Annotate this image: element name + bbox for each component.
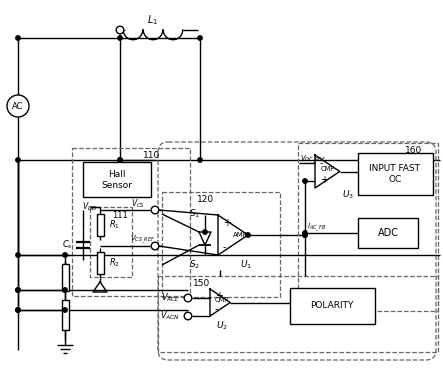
Text: ADC: ADC: [377, 228, 399, 238]
Text: $I_{AC\_FB}$: $I_{AC\_FB}$: [307, 222, 326, 234]
Text: $U_3$: $U_3$: [342, 189, 354, 201]
Text: AMP: AMP: [233, 232, 248, 238]
Text: $C_s$: $C_s$: [62, 239, 73, 251]
Text: $U_2$: $U_2$: [216, 320, 228, 332]
Text: $V_{ACL}$: $V_{ACL}$: [161, 292, 180, 304]
Circle shape: [303, 233, 307, 237]
Text: Hall
Sensor: Hall Sensor: [101, 170, 132, 190]
Text: CMP: CMP: [215, 297, 229, 303]
Text: $V_{DD}$: $V_{DD}$: [82, 201, 97, 213]
Circle shape: [303, 179, 307, 183]
Circle shape: [118, 36, 122, 40]
Circle shape: [118, 158, 122, 162]
Text: -: -: [215, 304, 218, 314]
Text: CMP: CMP: [321, 166, 335, 172]
FancyBboxPatch shape: [358, 153, 433, 195]
Circle shape: [151, 206, 159, 214]
Circle shape: [16, 308, 20, 312]
Circle shape: [184, 294, 192, 302]
FancyBboxPatch shape: [83, 162, 151, 197]
Circle shape: [63, 288, 67, 292]
Text: -: -: [320, 158, 323, 168]
FancyBboxPatch shape: [62, 264, 69, 291]
FancyBboxPatch shape: [62, 300, 69, 330]
FancyBboxPatch shape: [290, 288, 375, 324]
Text: POLARITY: POLARITY: [310, 301, 354, 310]
Text: 150: 150: [193, 279, 210, 287]
Text: $V_{ACN}$: $V_{ACN}$: [160, 310, 180, 322]
Circle shape: [198, 158, 202, 162]
Text: 160: 160: [405, 145, 422, 155]
Circle shape: [7, 95, 29, 117]
Text: $S_1$: $S_1$: [190, 208, 201, 220]
Text: $S_2$: $S_2$: [190, 259, 201, 271]
Text: 120: 120: [197, 194, 214, 203]
Text: $U_1$: $U_1$: [240, 259, 252, 271]
Text: +: +: [320, 175, 328, 185]
Circle shape: [16, 253, 20, 257]
Circle shape: [63, 253, 67, 257]
Text: $V_{CS\_REF}$: $V_{CS\_REF}$: [130, 234, 155, 246]
Text: $R_2$: $R_2$: [109, 257, 120, 269]
Circle shape: [151, 242, 159, 250]
FancyBboxPatch shape: [358, 218, 418, 248]
Circle shape: [303, 233, 307, 237]
Circle shape: [16, 36, 20, 40]
Text: $L_1$: $L_1$: [148, 13, 159, 27]
Circle shape: [16, 288, 20, 292]
Text: +: +: [215, 291, 223, 301]
FancyBboxPatch shape: [97, 252, 104, 275]
Text: $V_{OC\_REF}$: $V_{OC\_REF}$: [300, 154, 326, 166]
FancyBboxPatch shape: [97, 214, 104, 237]
Circle shape: [303, 231, 307, 235]
Circle shape: [116, 26, 124, 34]
Text: $R_1$: $R_1$: [109, 219, 120, 231]
Circle shape: [203, 230, 207, 234]
Text: INPUT FAST
OC: INPUT FAST OC: [369, 164, 420, 184]
Text: $V_{CS}$: $V_{CS}$: [131, 198, 145, 210]
Circle shape: [16, 158, 20, 162]
Circle shape: [184, 312, 192, 320]
Circle shape: [246, 233, 250, 237]
Text: 111: 111: [112, 210, 128, 220]
Circle shape: [198, 36, 202, 40]
Text: 110: 110: [143, 151, 160, 159]
Circle shape: [63, 308, 67, 312]
Text: AC: AC: [12, 101, 24, 110]
Text: +: +: [223, 218, 231, 228]
Text: -: -: [223, 242, 226, 252]
Circle shape: [16, 308, 20, 312]
Circle shape: [118, 158, 122, 162]
Circle shape: [16, 288, 20, 292]
